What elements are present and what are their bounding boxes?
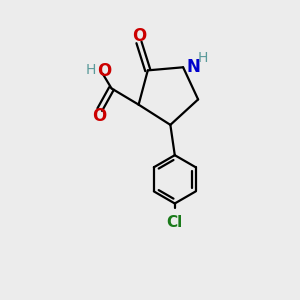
Text: H: H bbox=[85, 63, 95, 77]
Text: O: O bbox=[97, 62, 111, 80]
Text: O: O bbox=[93, 107, 107, 125]
Text: Cl: Cl bbox=[167, 215, 183, 230]
Text: N: N bbox=[187, 58, 200, 76]
Text: O: O bbox=[132, 27, 146, 45]
Text: H: H bbox=[198, 51, 208, 65]
